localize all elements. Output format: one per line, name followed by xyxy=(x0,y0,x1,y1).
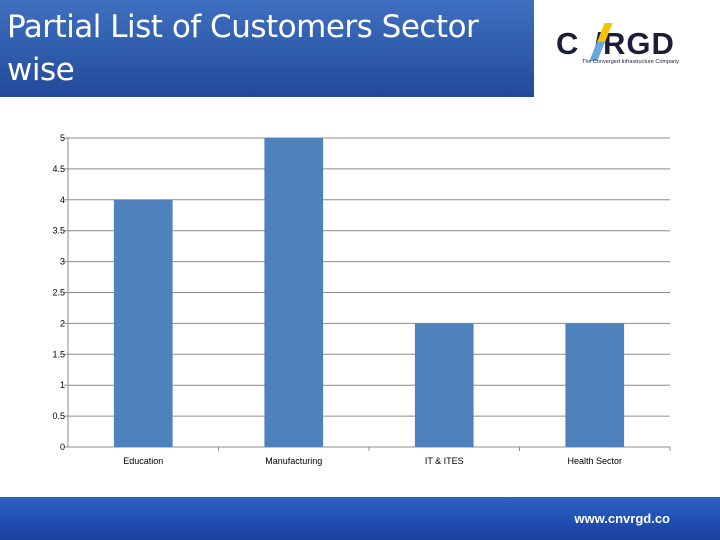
y-tick-label: 1.5 xyxy=(52,349,65,359)
logo-tagline: The Converged Infrastructure Company xyxy=(582,59,679,65)
y-tick-label: 0 xyxy=(60,442,65,452)
y-tick-label: 4.5 xyxy=(52,164,65,174)
slide-title: Partial List of Customers Sector wise xyxy=(7,9,479,88)
y-tick-label: 3 xyxy=(60,257,65,267)
company-logo: C/RGD The Converged Infrastructure Compa… xyxy=(556,20,696,76)
bar-education xyxy=(113,199,173,447)
x-tick-label: IT & ITES xyxy=(425,456,464,466)
footer-bar: www.cnvrgd.co xyxy=(0,497,720,540)
title-banner: Partial List of Customers Sector wise xyxy=(0,0,534,97)
y-tick-label: 1 xyxy=(60,380,65,390)
y-tick-label: 4 xyxy=(60,195,65,205)
x-tick-label: Health Sector xyxy=(567,456,622,466)
x-tick-label: Education xyxy=(123,456,163,466)
y-tick-label: 3.5 xyxy=(52,226,65,236)
y-tick-label: 2 xyxy=(60,318,65,328)
logo-wordmark: C/RGD xyxy=(556,26,675,61)
bar-health-sector xyxy=(565,323,625,447)
bar-manufacturing xyxy=(264,138,324,447)
footer-url: www.cnvrgd.co xyxy=(574,511,670,526)
y-tick-label: 5 xyxy=(60,133,65,143)
y-tick-label: 0.5 xyxy=(52,411,65,421)
y-tick-label: 2.5 xyxy=(52,288,65,298)
x-tick-label: Manufacturing xyxy=(265,456,322,466)
bar-it-ites xyxy=(414,323,474,447)
bar-chart: 0 0.5 1 1.5 2 2.5 3 3.5 4 4.5 5 Education Manufactur… xyxy=(52,133,671,466)
